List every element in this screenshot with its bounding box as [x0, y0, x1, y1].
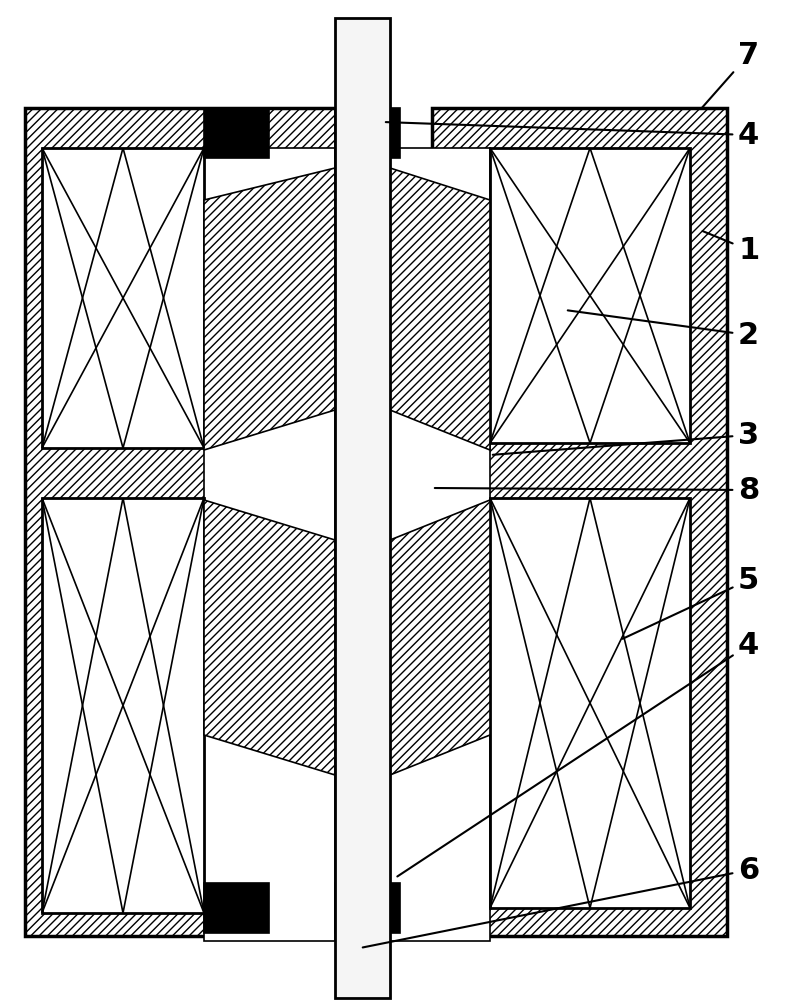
Text: 1: 1: [702, 231, 759, 264]
Bar: [432, 108, 727, 936]
Text: 8: 8: [434, 475, 759, 505]
Bar: [25, 108, 345, 936]
Bar: [204, 148, 335, 941]
Bar: [490, 148, 690, 443]
Text: 3: 3: [493, 420, 759, 455]
Text: 5: 5: [622, 566, 759, 639]
Bar: [390, 148, 490, 941]
Bar: [42, 498, 204, 913]
Polygon shape: [204, 500, 335, 775]
Bar: [204, 883, 269, 933]
Text: 4: 4: [386, 121, 759, 150]
Text: 6: 6: [362, 855, 759, 948]
Polygon shape: [390, 500, 490, 775]
Text: 2: 2: [568, 311, 759, 350]
Bar: [42, 148, 204, 448]
Bar: [335, 883, 400, 933]
Text: 7: 7: [702, 40, 759, 108]
Polygon shape: [204, 168, 335, 450]
Bar: [204, 108, 269, 158]
Bar: [335, 18, 390, 998]
Bar: [490, 498, 690, 908]
Bar: [335, 108, 400, 158]
Text: 4: 4: [398, 630, 759, 876]
Polygon shape: [390, 168, 490, 450]
